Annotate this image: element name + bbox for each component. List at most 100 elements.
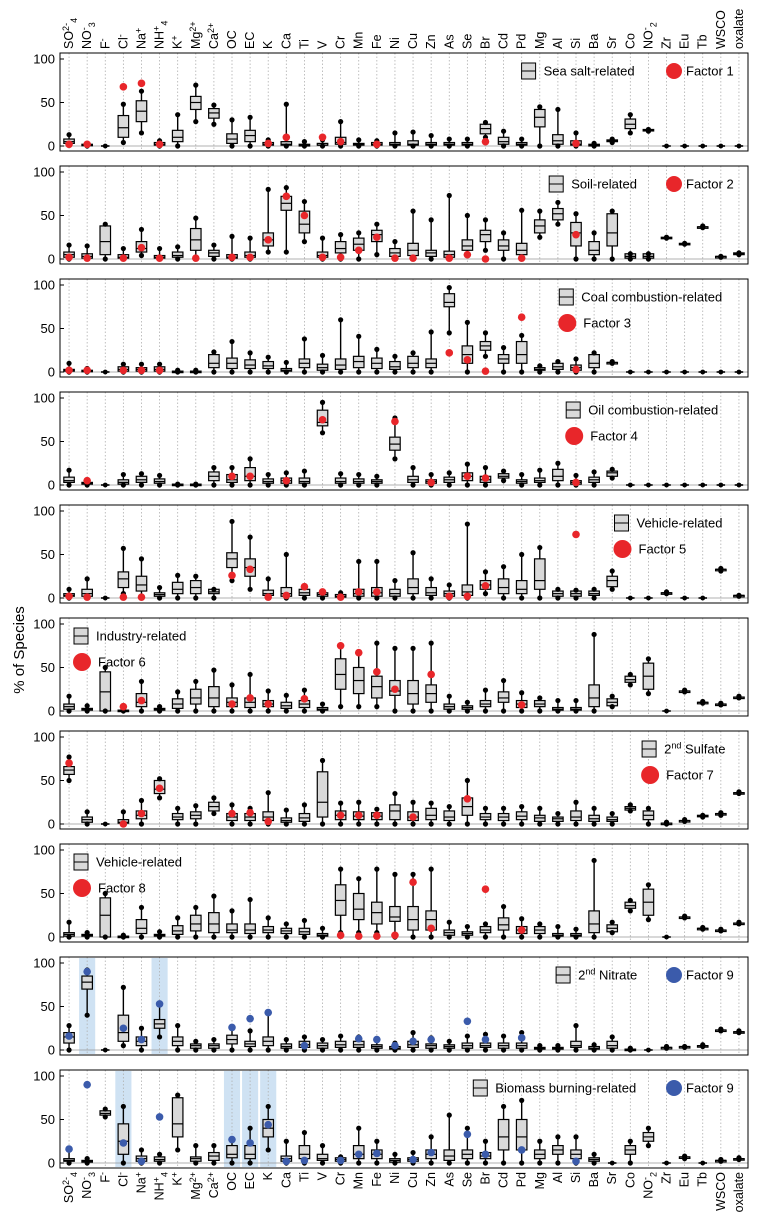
legend-factor-dot bbox=[666, 63, 682, 79]
box-OC bbox=[226, 682, 238, 714]
max-point bbox=[428, 640, 434, 646]
max-point bbox=[229, 802, 235, 808]
min-point bbox=[700, 926, 706, 932]
box-Co bbox=[624, 1138, 637, 1166]
box-Ni bbox=[389, 130, 401, 149]
box-Mg2 bbox=[189, 1143, 202, 1166]
min-point bbox=[482, 353, 489, 359]
max-point bbox=[700, 369, 706, 375]
box-Eu bbox=[680, 595, 689, 601]
box-NO2 bbox=[642, 251, 655, 262]
min-point bbox=[500, 595, 507, 601]
box-Ti bbox=[298, 917, 311, 940]
min-point bbox=[265, 1147, 271, 1153]
box-NO3 bbox=[81, 703, 94, 714]
max-point bbox=[66, 693, 72, 699]
box-F bbox=[99, 664, 112, 714]
max-point bbox=[356, 471, 362, 478]
min-point bbox=[193, 369, 199, 375]
factor-point bbox=[336, 1156, 345, 1165]
legend: 2nd Nitrate Factor 9 bbox=[555, 966, 734, 984]
box-Co bbox=[626, 482, 635, 488]
box-Ti bbox=[298, 198, 311, 245]
iqr-box bbox=[497, 1118, 510, 1151]
box-Cl bbox=[117, 984, 130, 1049]
min-point bbox=[500, 1160, 507, 1166]
min-point bbox=[319, 595, 326, 601]
box-Mn bbox=[352, 230, 365, 262]
box-Al bbox=[552, 358, 564, 375]
box-Se bbox=[461, 1125, 474, 1166]
min-point bbox=[573, 821, 579, 827]
factor-point bbox=[354, 246, 363, 255]
min-point bbox=[301, 595, 308, 601]
max-point bbox=[537, 208, 543, 214]
iqr-box bbox=[533, 558, 546, 590]
box-oxalate bbox=[734, 143, 744, 149]
min-point bbox=[410, 708, 416, 714]
max-point bbox=[573, 211, 579, 217]
max-point bbox=[84, 703, 90, 709]
box-Zr bbox=[662, 708, 671, 714]
max-point bbox=[247, 235, 253, 241]
iqr-box bbox=[570, 810, 582, 822]
min-point bbox=[736, 695, 742, 701]
species-label: K bbox=[261, 40, 275, 49]
iqr-box bbox=[63, 476, 75, 483]
min-point bbox=[319, 143, 326, 149]
iqr-box bbox=[497, 578, 510, 595]
iqr-box bbox=[316, 1153, 329, 1161]
min-point bbox=[247, 586, 253, 592]
species-labels-top: SO2-4NO-3F- Cl- Na+ NH+4K+ Mg2+Ca2+ OC EC K Ca Ti… bbox=[61, 9, 746, 49]
max-point bbox=[446, 1112, 452, 1118]
factor-point bbox=[119, 702, 128, 711]
y-tick-label: 0 bbox=[48, 252, 55, 267]
factor-point bbox=[119, 83, 128, 91]
max-point bbox=[211, 795, 217, 801]
min-point bbox=[175, 1147, 181, 1153]
iqr-box bbox=[479, 229, 492, 243]
min-point bbox=[446, 1160, 452, 1166]
box-Ba bbox=[588, 857, 600, 940]
species-label: EC bbox=[243, 32, 257, 49]
iqr-box bbox=[425, 586, 438, 596]
iqr-box bbox=[443, 810, 456, 822]
max-point bbox=[609, 1034, 615, 1040]
max-point bbox=[66, 242, 72, 248]
min-point bbox=[627, 682, 633, 688]
factor-point bbox=[463, 356, 472, 364]
box-Al bbox=[552, 810, 564, 827]
iqr-box bbox=[171, 1097, 184, 1138]
legend-source-label: Soil-related bbox=[571, 177, 637, 192]
box-Al bbox=[552, 1134, 564, 1166]
species-label: Cr bbox=[334, 36, 348, 49]
max-point bbox=[338, 232, 344, 238]
min-point bbox=[156, 1034, 163, 1040]
species-label: V bbox=[316, 1171, 330, 1180]
max-point bbox=[682, 369, 688, 375]
factor-point bbox=[336, 253, 345, 262]
max-point bbox=[464, 212, 470, 219]
box-NH4 bbox=[153, 929, 166, 940]
legend: Vehicle-related Factor 8 bbox=[73, 853, 182, 897]
max-point bbox=[283, 470, 289, 476]
max-point bbox=[627, 251, 633, 257]
box-NH4 bbox=[153, 704, 166, 714]
max-point bbox=[573, 472, 579, 479]
max-point bbox=[229, 682, 235, 688]
box-Al bbox=[552, 460, 564, 488]
min-point bbox=[392, 708, 398, 714]
factor-point bbox=[264, 593, 273, 601]
legend-factor-dot bbox=[73, 653, 91, 671]
box-Si bbox=[570, 926, 582, 940]
factor-point bbox=[373, 1149, 381, 1158]
box-Cu bbox=[407, 465, 419, 488]
max-point bbox=[156, 245, 163, 252]
max-point bbox=[66, 1023, 72, 1029]
box-NO2 bbox=[642, 126, 655, 134]
min-point bbox=[84, 821, 90, 827]
box-F bbox=[101, 821, 110, 827]
box-Eu bbox=[678, 1043, 691, 1050]
factor-point bbox=[336, 137, 345, 146]
